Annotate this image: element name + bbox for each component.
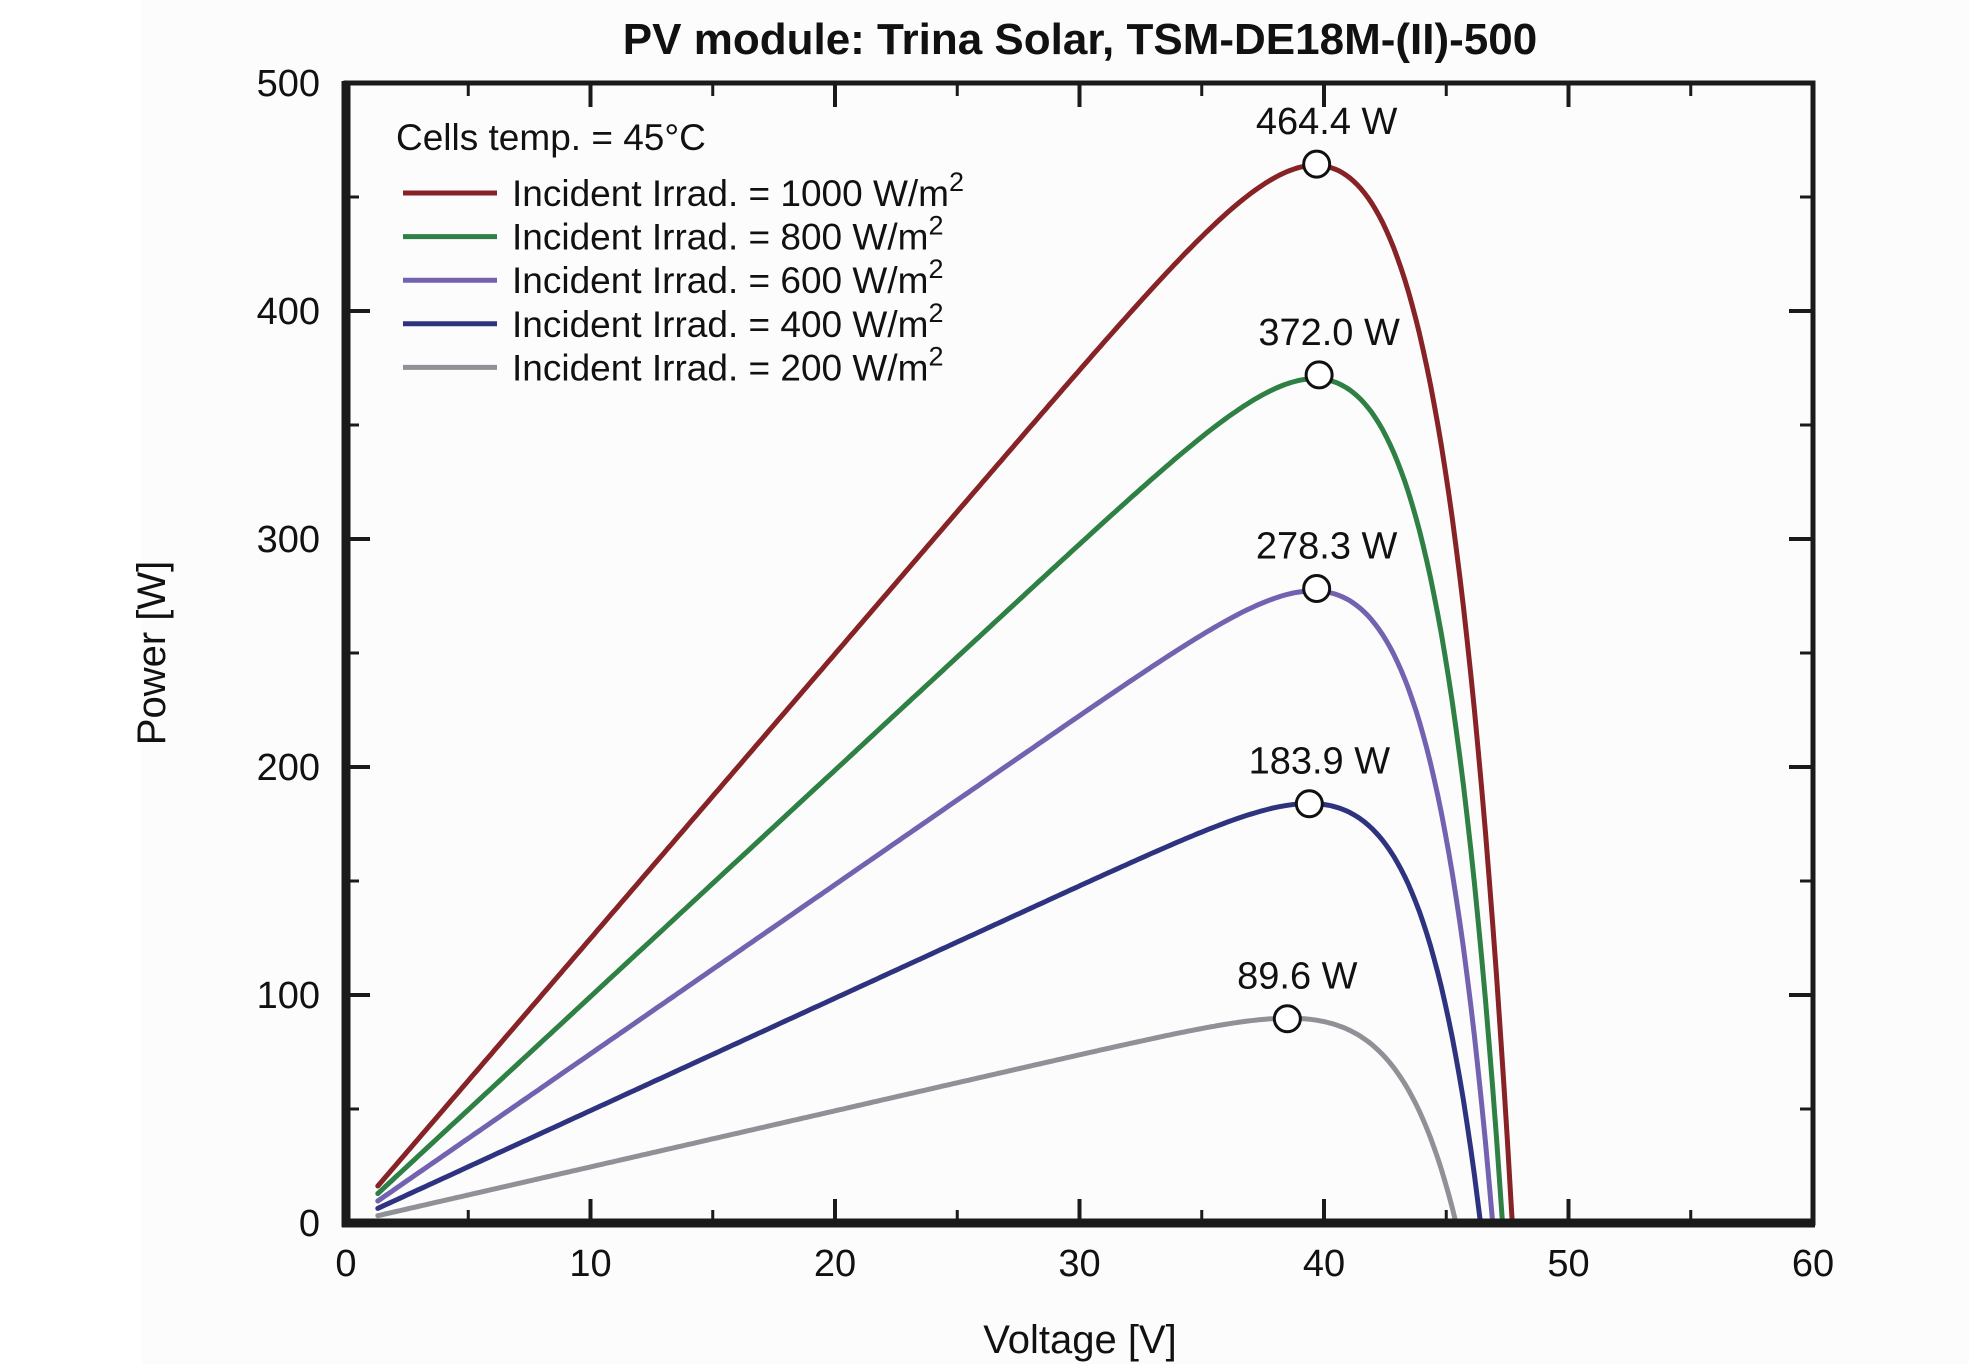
x-tick-label: 60 — [1792, 1243, 1834, 1285]
plot-frame — [341, 80, 1816, 1228]
mpp-markers — [1272, 149, 1334, 1034]
y-tick-label: 200 — [257, 747, 320, 789]
legend-label-1000wm2: Incident Irrad. = 1000 W/m2 — [512, 167, 964, 214]
x-tick-label: 30 — [1058, 1243, 1100, 1285]
chart-title: PV module: Trina Solar, TSM-DE18M-(II)-5… — [623, 15, 1537, 64]
legend-label-800wm2: Incident Irrad. = 800 W/m2 — [512, 211, 943, 258]
mpp-label-400wm2: 183.9 W — [1249, 741, 1391, 783]
x-tick-label: 10 — [569, 1243, 611, 1285]
y-axis-label: Power [W] — [130, 561, 174, 745]
mpp-label-600wm2: 278.3 W — [1256, 525, 1398, 567]
axis-tick-labels: 0 10 20 30 40 50 60 0 100 200 300 400 500 — [257, 63, 1835, 1285]
mpp-marker-200wm2 — [1272, 1004, 1302, 1034]
y-tick-label: 500 — [257, 63, 320, 105]
mpp-label-1000wm2: 464.4 W — [1256, 101, 1398, 143]
y-tick-label: 0 — [299, 1203, 320, 1245]
x-tick-label: 20 — [814, 1243, 856, 1285]
legend-header: Cells temp. = 45°C — [396, 117, 706, 158]
mpp-marker-600wm2 — [1302, 573, 1332, 603]
x-axis-label: Voltage [V] — [983, 1318, 1176, 1362]
legend: Cells temp. = 45°C Incident Irrad. = 100… — [396, 117, 964, 388]
legend-label-600wm2: Incident Irrad. = 600 W/m2 — [512, 254, 943, 301]
mpp-label-800wm2: 372.0 W — [1258, 312, 1400, 354]
mpp-peak-labels: 464.4 W 372.0 W 278.3 W 183.9 W 89.6 W — [1237, 101, 1400, 998]
y-tick-label: 400 — [257, 291, 320, 333]
x-tick-label: 40 — [1303, 1243, 1345, 1285]
mpp-marker-1000wm2 — [1302, 149, 1332, 179]
mpp-label-200wm2: 89.6 W — [1237, 956, 1358, 998]
mpp-marker-400wm2 — [1294, 789, 1324, 819]
mpp-marker-800wm2 — [1304, 360, 1334, 390]
legend-label-400wm2: Incident Irrad. = 400 W/m2 — [512, 298, 943, 345]
y-tick-label: 300 — [257, 519, 320, 561]
x-tick-label: 0 — [335, 1243, 356, 1285]
x-tick-label: 50 — [1547, 1243, 1589, 1285]
figure-canvas — [142, 0, 1969, 1364]
y-tick-label: 100 — [257, 975, 320, 1017]
legend-label-200wm2: Incident Irrad. = 200 W/m2 — [512, 341, 943, 388]
